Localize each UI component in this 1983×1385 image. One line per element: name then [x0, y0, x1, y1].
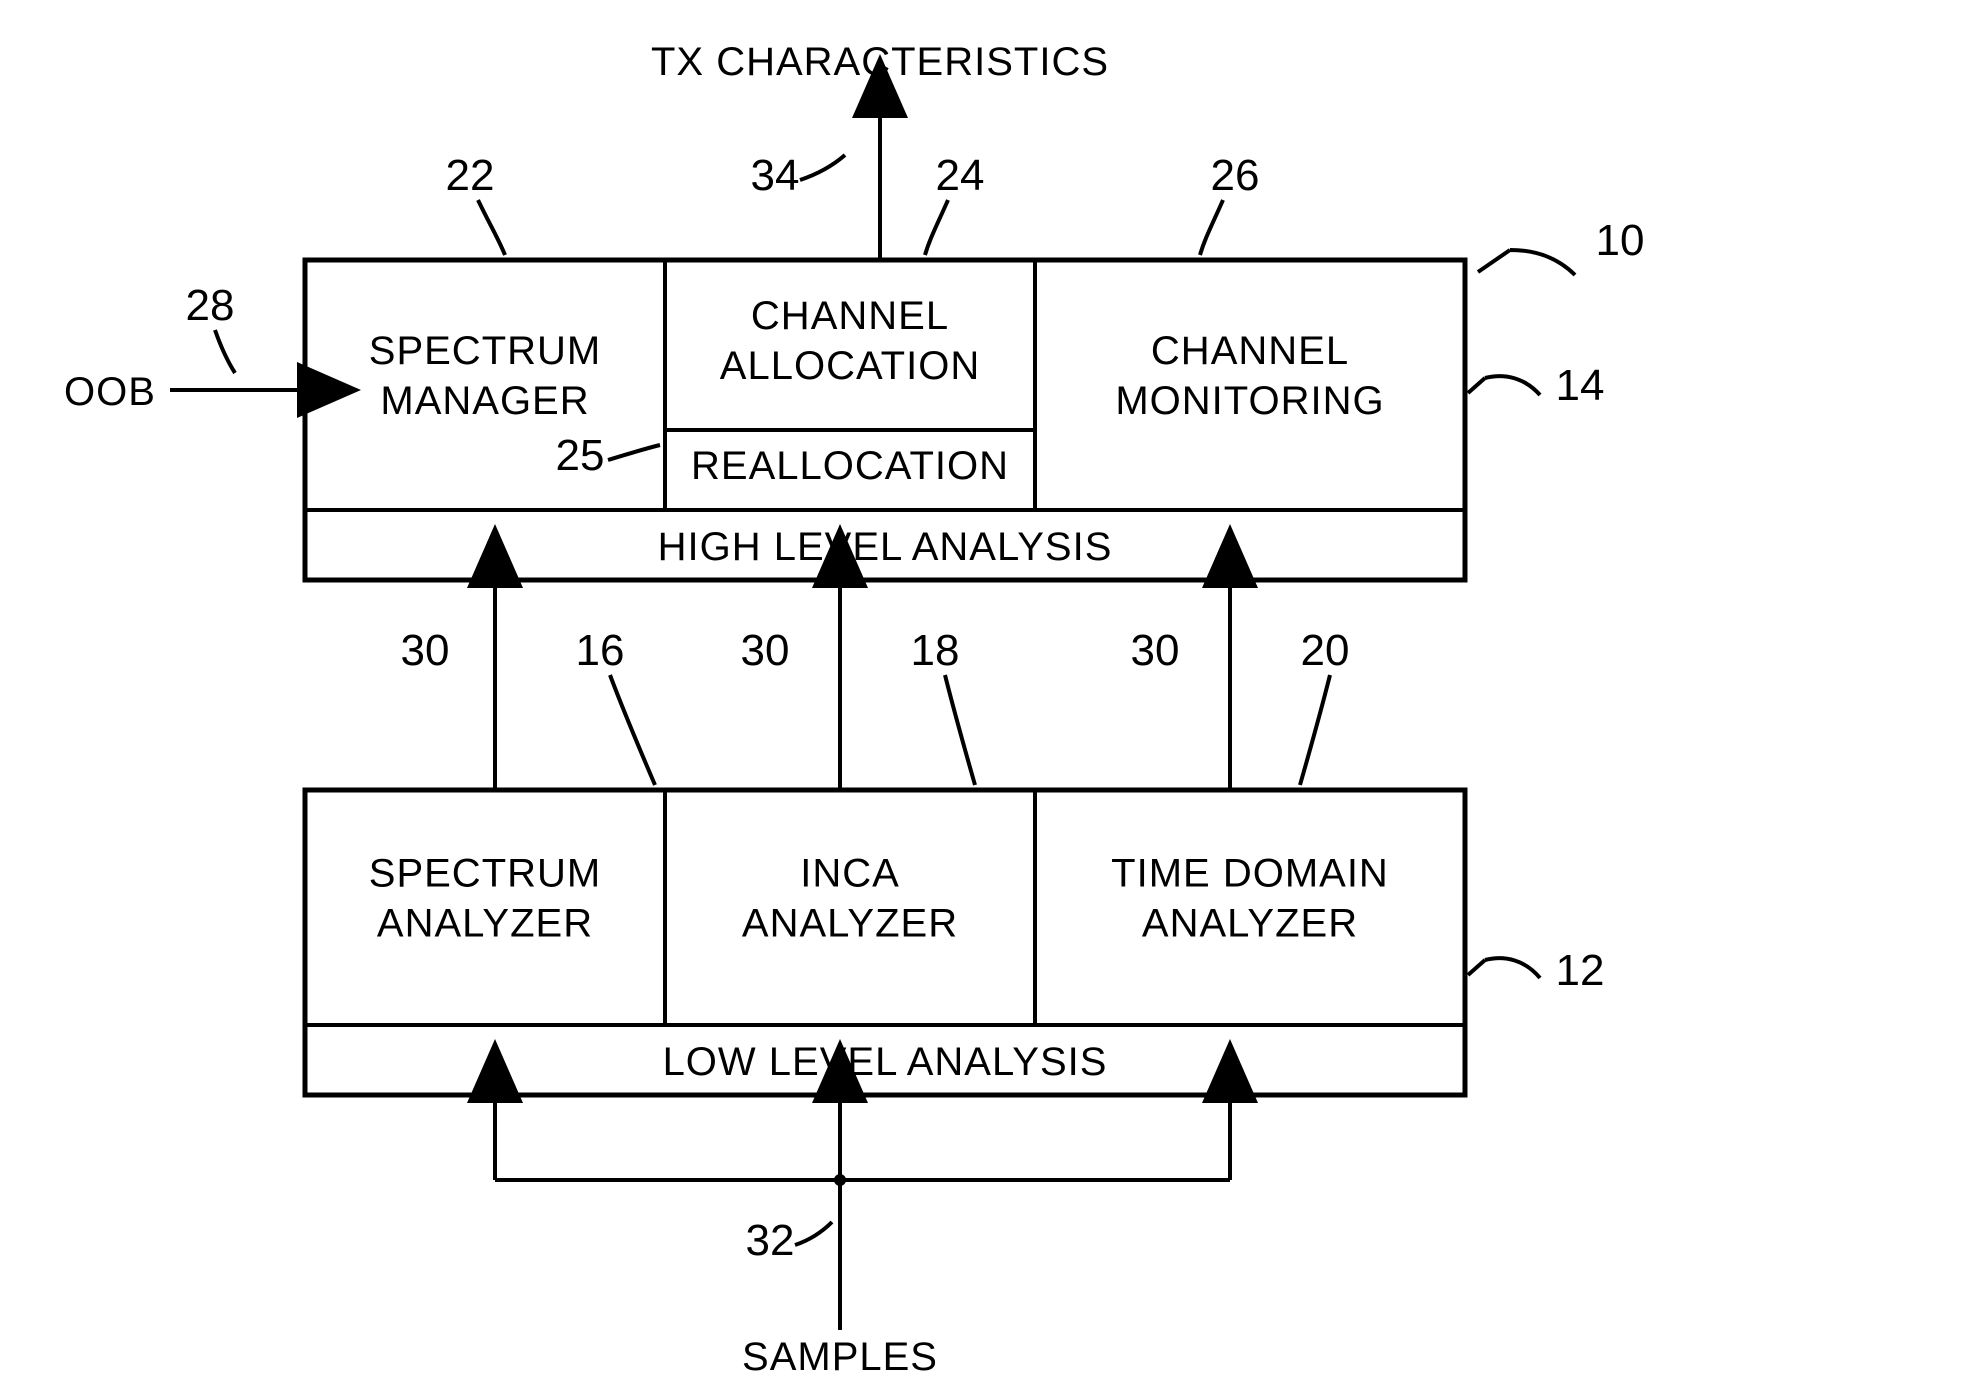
channel-allocation-label: CHANNEL [751, 294, 949, 338]
high-level-footer-label: HIGH LEVEL ANALYSIS [658, 525, 1113, 569]
refnum-26: 26 [1211, 151, 1260, 200]
refnum-16: 16 [576, 626, 625, 675]
refnum-12: 12 [1556, 946, 1605, 995]
spectrum-analyzer-label: ANALYZER [377, 902, 593, 946]
lead-26 [1200, 200, 1223, 255]
spectrum-analyzer-label: SPECTRUM [369, 852, 601, 896]
refnum-18: 18 [911, 626, 960, 675]
inca-analyzer-label: INCA [800, 852, 900, 896]
refnum-28: 28 [186, 281, 235, 330]
lead-16 [610, 675, 655, 785]
time-domain-analyzer-label: ANALYZER [1142, 902, 1358, 946]
refnum-22: 22 [446, 151, 495, 200]
samples-label: SAMPLES [742, 1335, 938, 1379]
lead-22 [478, 200, 505, 255]
refnum-32: 32 [746, 1216, 795, 1265]
lead-34 [800, 155, 845, 180]
tx-characteristics-label: TX CHARACTERISTICS [651, 40, 1109, 84]
refnum-10: 10 [1596, 216, 1645, 265]
samples-junction-dot [834, 1174, 846, 1186]
lead-20 [1300, 675, 1330, 785]
lead-10 [1478, 250, 1575, 275]
refnum-25: 25 [556, 431, 605, 480]
lead-32 [795, 1222, 832, 1245]
channel-allocation-label: ALLOCATION [720, 344, 980, 388]
reallocation-label: REALLOCATION [691, 444, 1009, 488]
spectrum-manager-label: SPECTRUM [369, 329, 601, 373]
lead-24 [925, 200, 948, 255]
diagram-canvas: HIGH LEVEL ANALYSIS SPECTRUM MANAGER CHANNE… [0, 0, 1983, 1385]
refnum-30c: 30 [1131, 626, 1180, 675]
refnum-20: 20 [1301, 626, 1350, 675]
refnum-24: 24 [936, 151, 985, 200]
spectrum-manager-label: MANAGER [380, 379, 589, 423]
lead-12 [1468, 958, 1540, 978]
inca-analyzer-label: ANALYZER [742, 902, 958, 946]
time-domain-analyzer-label: TIME DOMAIN [1111, 852, 1389, 896]
lead-14 [1468, 376, 1540, 395]
low-level-footer-label: LOW LEVEL ANALYSIS [663, 1040, 1108, 1084]
refnum-30b: 30 [741, 626, 790, 675]
oob-label: OOB [64, 370, 156, 414]
refnum-30a: 30 [401, 626, 450, 675]
channel-monitoring-label: CHANNEL [1151, 329, 1349, 373]
refnum-34: 34 [751, 151, 800, 200]
refnum-14: 14 [1556, 361, 1605, 410]
lead-28 [215, 330, 235, 373]
lead-18 [945, 675, 975, 785]
channel-monitoring-label: MONITORING [1115, 379, 1384, 423]
